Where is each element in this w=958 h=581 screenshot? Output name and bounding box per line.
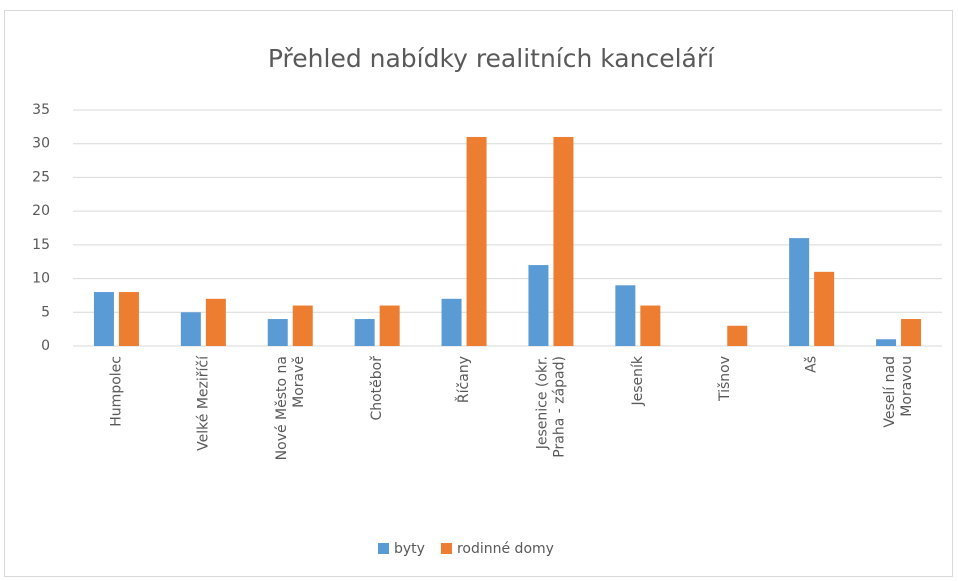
bar <box>466 136 487 346</box>
bar <box>441 298 462 346</box>
bar <box>640 305 661 346</box>
x-tick-label: Tišnov <box>717 356 733 402</box>
y-tick-label: 35 <box>32 102 50 118</box>
bar <box>553 136 574 346</box>
bar <box>727 325 748 346</box>
y-tick-label: 15 <box>32 237 50 253</box>
x-tick-label: Jeseník <box>630 355 646 406</box>
bar <box>180 312 201 346</box>
x-tick-label: Velké Meziříčí <box>195 355 211 451</box>
y-tick-label: 30 <box>32 136 50 152</box>
x-tick-label: Aš <box>804 356 820 373</box>
x-tick-label: Veselí nadMoravou <box>882 356 915 428</box>
chart-title: Přehled nabídky realitních kanceláří <box>268 44 715 73</box>
bar <box>93 292 114 346</box>
bar <box>876 339 897 346</box>
x-tick-label: Říčany <box>455 356 472 403</box>
legend-label: rodinné domy <box>457 541 554 557</box>
y-tick-label: 25 <box>32 169 50 185</box>
x-tick-label: Chotěboř <box>369 356 385 421</box>
bar <box>379 305 400 346</box>
bar <box>267 319 288 346</box>
bar <box>814 271 835 346</box>
legend-swatch <box>440 543 452 554</box>
bar <box>118 292 139 346</box>
bar <box>789 238 810 346</box>
y-tick-label: 5 <box>41 304 50 320</box>
y-tick-label: 20 <box>32 203 50 219</box>
legend-label: byty <box>394 541 425 557</box>
bar <box>528 265 549 346</box>
x-tick-label: Humpolec <box>108 356 124 427</box>
bar <box>901 319 922 346</box>
bar <box>615 285 636 346</box>
x-tick-label: Jesenice (okr.Praha - západ) <box>534 356 567 458</box>
bar <box>292 305 313 346</box>
x-tick-label: Nové Město naMoravě <box>274 356 307 460</box>
y-tick-label: 0 <box>41 338 50 354</box>
y-tick-label: 10 <box>32 271 50 287</box>
legend-swatch <box>378 543 389 554</box>
bar <box>205 298 226 346</box>
bar <box>354 319 375 346</box>
